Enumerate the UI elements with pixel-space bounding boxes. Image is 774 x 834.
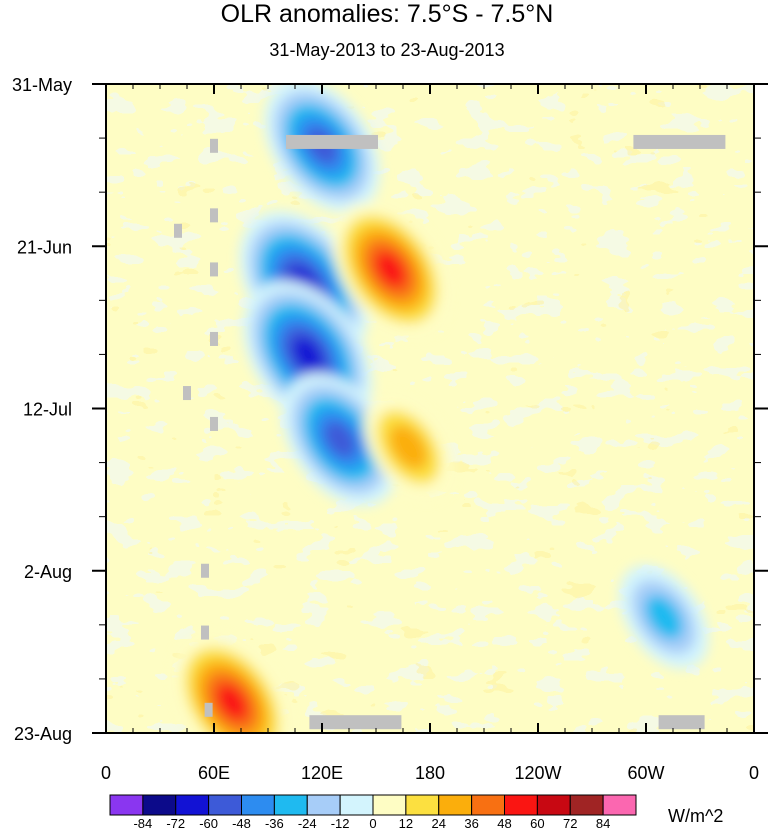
colorbar-label: -12 — [331, 816, 350, 831]
colorbar-label: -48 — [232, 816, 251, 831]
colorbar-label: 48 — [497, 816, 511, 831]
anomaly-feature-4-level-4 — [374, 251, 407, 288]
plot-field — [106, 84, 754, 733]
y-tick-label: 23-Aug — [14, 724, 72, 744]
x-tick-label: 180 — [415, 763, 445, 783]
colorbar-swatch — [175, 794, 210, 816]
colorbar-swatch — [273, 794, 308, 816]
anomaly-feature-5-level-2 — [389, 424, 428, 470]
colorbar-label: 36 — [464, 816, 478, 831]
x-tick-label: 120E — [301, 763, 343, 783]
missing-data-patch — [183, 386, 191, 401]
x-tick-label: 60E — [198, 763, 230, 783]
colorbar: -84 -72 -60 -48 -36 -24 -12 0 12 24 36 48 60 72 84 — [109, 794, 637, 831]
missing-data-patch — [201, 625, 209, 640]
colorbar-swatch — [471, 794, 505, 816]
colorbar-label: 84 — [596, 816, 610, 831]
missing-data-bar — [286, 134, 378, 149]
y-tick-label: 21-Jun — [17, 237, 72, 257]
axes: 0 60E 120E 180 120W 60W 0 31-May 21-Jun 12-Jul 2-A… — [12, 75, 768, 783]
missing-data-bar — [309, 715, 402, 730]
missing-data-patch — [210, 262, 218, 277]
colorbar-swatch — [306, 794, 341, 816]
colorbar-swatch — [569, 794, 604, 816]
colorbar-swatch — [504, 794, 538, 816]
missing-data-bar — [658, 715, 705, 730]
colorbar-label: -36 — [265, 816, 284, 831]
colorbar-swatch — [372, 794, 407, 816]
chart-subtitle: 31-May-2013 to 23-Aug-2013 — [269, 40, 505, 60]
colorbar-swatch — [536, 794, 571, 816]
chart-title: OLR anomalies: 7.5°S - 7.5°N — [220, 0, 554, 28]
missing-data-patch — [210, 138, 218, 153]
missing-data-bars — [174, 134, 726, 730]
anomaly-feature-6-level-4 — [216, 683, 248, 721]
y-tick-label: 31-May — [12, 75, 72, 95]
colorbar-units: W/m^2 — [668, 806, 723, 826]
missing-data-patch — [204, 702, 213, 717]
colorbar-swatch — [241, 794, 275, 816]
colorbar-label: -84 — [133, 816, 152, 831]
missing-data-patch — [210, 208, 218, 223]
missing-data-patch — [210, 416, 218, 431]
colorbar-swatch — [109, 794, 144, 816]
colorbar-swatch — [602, 794, 637, 816]
colorbar-label: 60 — [530, 816, 544, 831]
colorbar-swatch — [405, 794, 440, 816]
missing-data-patch — [174, 223, 182, 238]
y-tick-label: 2-Aug — [24, 562, 72, 582]
colorbar-label: 24 — [432, 816, 446, 831]
colorbar-swatch — [339, 794, 374, 816]
y-tick-label: 12-Jul — [23, 400, 72, 420]
x-tick-label: 120W — [514, 763, 561, 783]
colorbar-label: -24 — [298, 816, 317, 831]
missing-data-patch — [210, 331, 218, 346]
missing-data-patch — [201, 563, 209, 578]
colorbar-label: -60 — [199, 816, 218, 831]
colorbar-swatch — [208, 794, 242, 816]
x-tick-label: 60W — [627, 763, 664, 783]
anomaly-feature-2-level-5 — [292, 337, 323, 372]
colorbar-swatch — [142, 794, 177, 816]
colorbar-swatch — [438, 794, 473, 816]
anomaly-feature-7-level-2 — [644, 594, 684, 640]
colorbar-label: 72 — [563, 816, 577, 831]
colorbar-label: 0 — [369, 816, 376, 831]
x-tick-label: 0 — [749, 763, 759, 783]
colorbar-label: -72 — [166, 816, 185, 831]
anomaly-feature-3-level-4 — [324, 421, 356, 458]
colorbar-label: 12 — [399, 816, 413, 831]
missing-data-bar — [633, 134, 726, 149]
x-tick-label: 0 — [101, 763, 111, 783]
